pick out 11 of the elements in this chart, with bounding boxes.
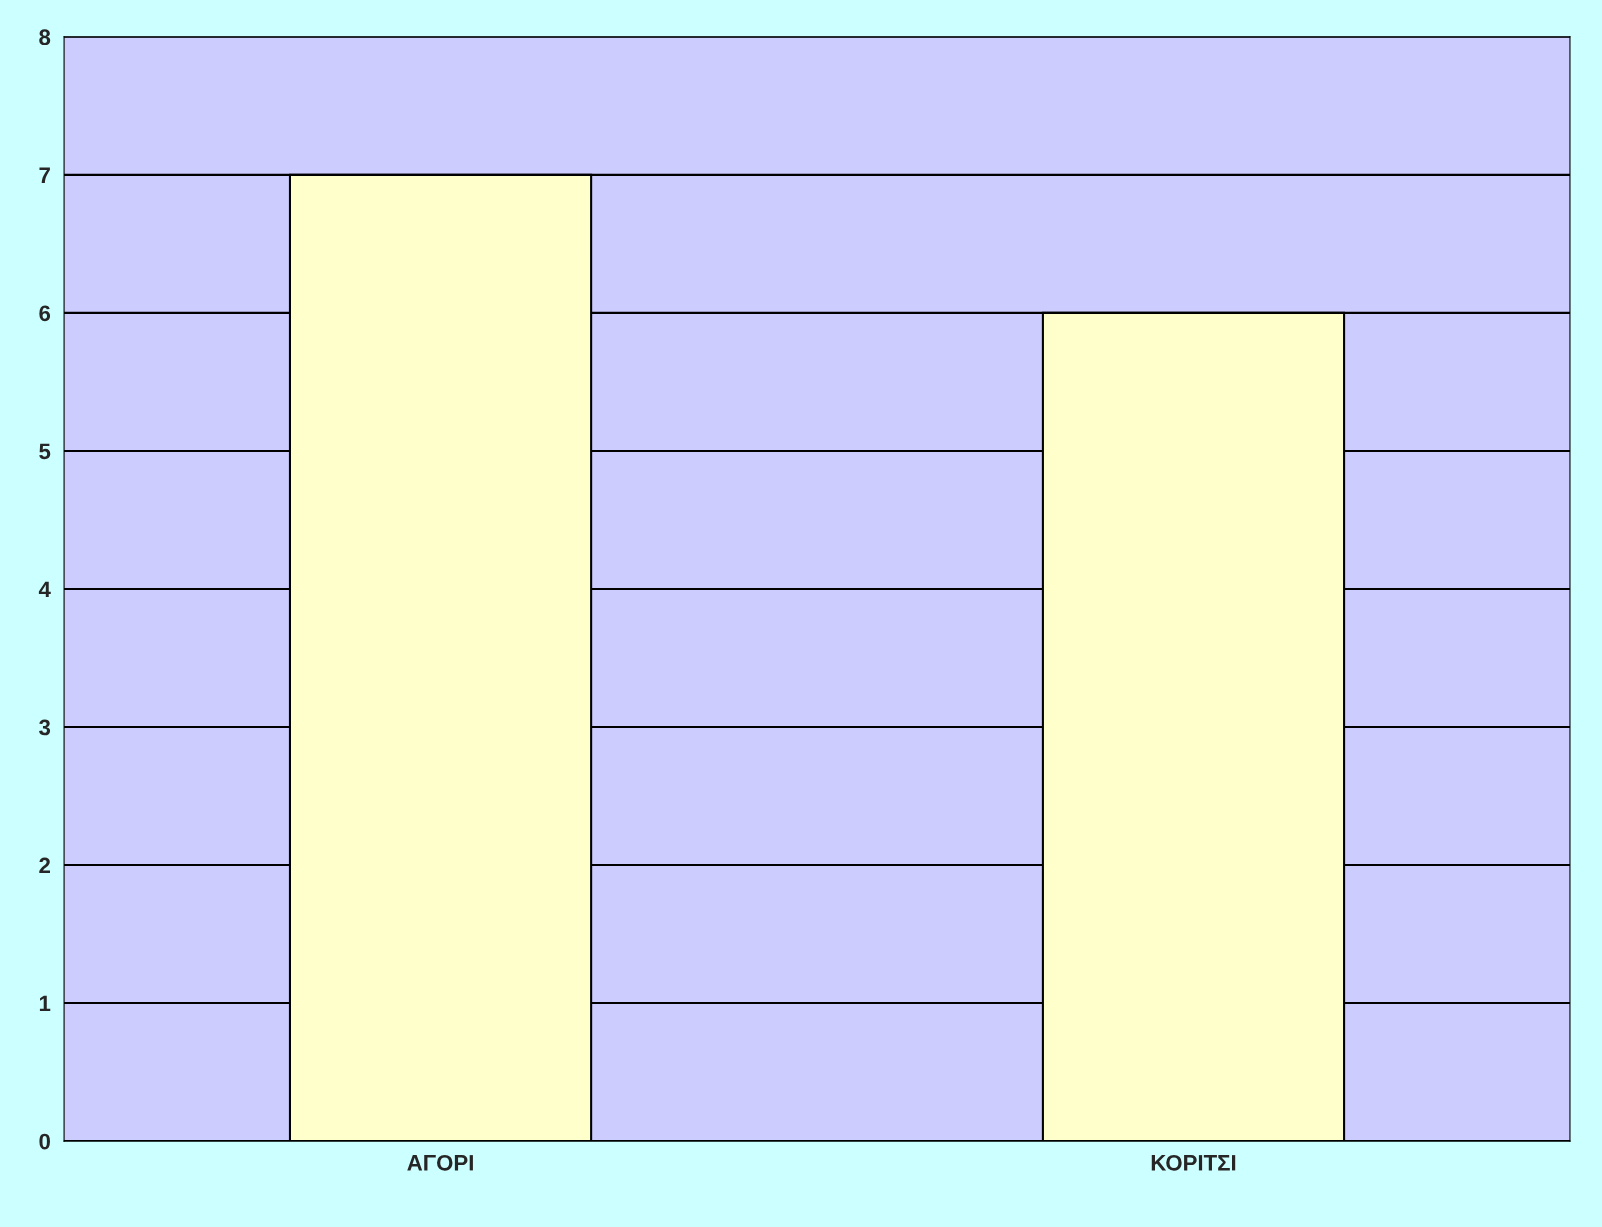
y-tick-label: 6 [39, 305, 51, 322]
y-tick-label: 1 [39, 995, 51, 1012]
y-tick-label: 3 [39, 719, 51, 736]
y-tick-label: 7 [39, 167, 50, 183]
y-tick-label: 4 [38, 581, 51, 598]
y-tick-label: 2 [39, 857, 50, 874]
x-tick-label: ΚΟΡΙΤΣΙ [1151, 1154, 1236, 1171]
x-tick-label: ΑΓΟΡΙ [407, 1154, 473, 1171]
y-tick-label: 0 [39, 1133, 50, 1150]
y-tick-label: 5 [39, 443, 51, 460]
y-tick-label: 8 [39, 29, 51, 46]
